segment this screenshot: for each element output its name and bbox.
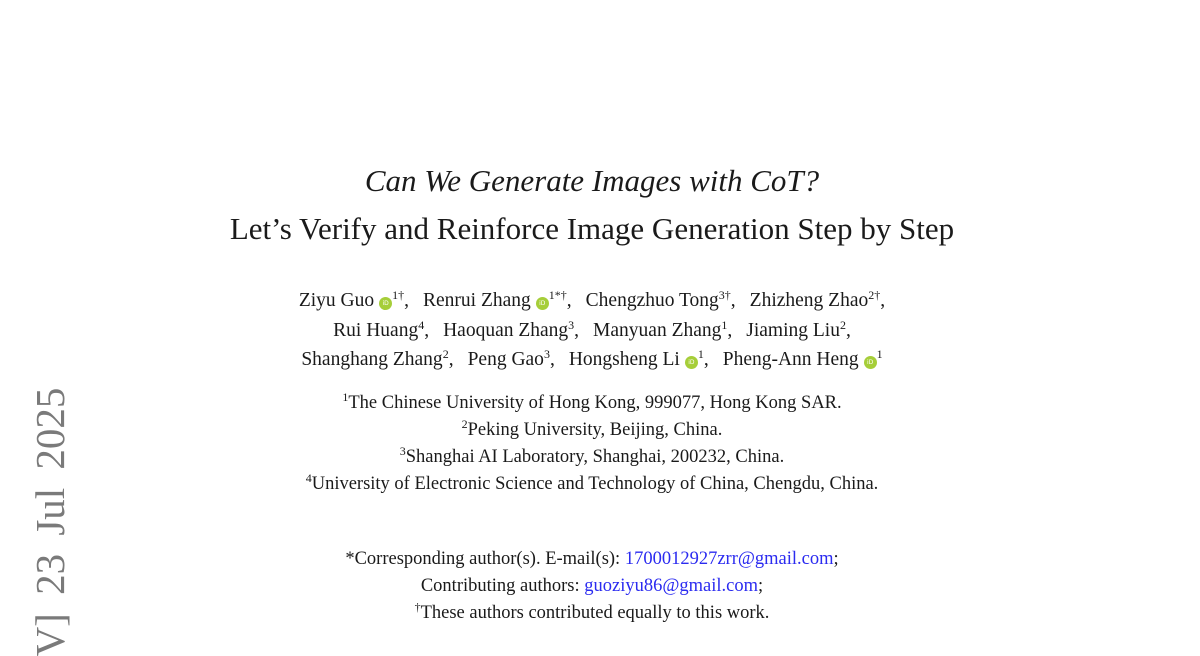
affiliation-marker: 1 (342, 390, 349, 404)
author-name: Hongsheng Li (568, 349, 680, 370)
author: Zhizheng Zhao2†, (749, 288, 886, 311)
author-name: Haoquan Zhang (443, 320, 569, 341)
affiliation-marker: 1 (876, 347, 883, 361)
affiliation-marker: 1 (697, 347, 704, 361)
note-text: These authors contributed equally to thi… (420, 603, 770, 623)
author-name: Renrui Zhang (423, 290, 531, 311)
affiliation-marker: 3 (543, 347, 550, 361)
dagger-marker: † (414, 600, 421, 614)
paper-subtitle: Let’s Verify and Reinforce Image Generat… (229, 211, 955, 246)
author-name: Shanghang Zhang (301, 349, 443, 370)
author: Rui Huang4, (333, 318, 430, 341)
affiliation-marker: 2† (868, 288, 881, 302)
author: Chengzhuo Tong3†, (585, 288, 736, 311)
note-punct: ; (833, 549, 839, 569)
note-text: Contributing authors: (420, 576, 585, 596)
author-name: Ziyu Guo (298, 290, 375, 311)
affiliation-marker: 4 (305, 471, 312, 485)
affiliation-marker: 3 (399, 444, 406, 458)
corresponding-email-link[interactable]: 1700012927zrr@gmail.com (624, 549, 834, 569)
author: Manyuan Zhang1, (593, 318, 733, 341)
affiliation-marker: 1† (392, 288, 405, 302)
author: Shanghang Zhang2, (301, 347, 454, 370)
author-name: Peng Gao (467, 349, 544, 370)
affiliation-text: Shanghai AI Laboratory, Shanghai, 200232… (405, 447, 785, 467)
orcid-icon[interactable]: iD (863, 356, 877, 369)
author: Peng Gao3, (467, 347, 555, 370)
equal-contribution-note: †These authors contributed equally to th… (0, 600, 1184, 624)
author-name: Zhizheng Zhao (749, 290, 869, 311)
affiliation-text: University of Electronic Science and Tec… (311, 474, 879, 494)
affiliation-text: The Chinese University of Hong Kong, 999… (348, 393, 842, 413)
affiliation-2: 2Peking University, Beijing, China. (0, 417, 1184, 441)
author: Renrui Zhang iD1*†, (423, 288, 572, 311)
author-name: Chengzhuo Tong (585, 290, 719, 311)
author-line-1: Ziyu Guo iD1†, Renrui Zhang iD1*†, Chengzhuo… (0, 288, 1184, 312)
affiliation-1: 1The Chinese University of Hong Kong, 99… (0, 390, 1184, 414)
affiliation-marker: 1 (721, 318, 728, 332)
author-line-2: Rui Huang4, Haoquan Zhang3, Manyuan Zhang1… (0, 318, 1184, 342)
affiliation-3: 3Shanghai AI Laboratory, Shanghai, 20023… (0, 444, 1184, 468)
author-line-3: Shanghang Zhang2, Peng Gao3, Hongsheng Li i… (0, 347, 1184, 371)
author: Haoquan Zhang3, (443, 318, 580, 341)
corresponding-author-note: *Corresponding author(s). E-mail(s): 170… (0, 549, 1184, 570)
affiliation-marker: 4 (418, 318, 425, 332)
author: Jiaming Liu2, (746, 318, 851, 341)
author: Hongsheng Li iD1, (568, 347, 709, 370)
contributing-authors-note: Contributing authors: guoziyu86@gmail.co… (0, 576, 1184, 597)
author: Ziyu Guo iD1†, (298, 288, 410, 311)
orcid-icon[interactable]: iD (684, 356, 698, 369)
note-punct: ; (758, 576, 764, 596)
contributing-email-link[interactable]: guoziyu86@gmail.com (584, 576, 759, 596)
author-name: Pheng-Ann Heng (722, 349, 859, 370)
orcid-icon[interactable]: iD (379, 297, 393, 310)
author-name: Rui Huang (333, 320, 419, 341)
affiliation-text: Peking University, Beijing, China. (467, 420, 723, 440)
affiliation-4: 4University of Electronic Science and Te… (0, 471, 1184, 495)
affiliation-marker: 2 (461, 417, 468, 431)
affiliation-marker: 2 (442, 347, 449, 361)
affiliation-marker: 3† (718, 288, 731, 302)
author-name: Jiaming Liu (746, 320, 840, 341)
affiliation-marker: 1*† (548, 288, 567, 302)
paper-title: Can We Generate Images with CoT? (364, 163, 820, 198)
author-name: Manyuan Zhang (593, 320, 722, 341)
affiliation-marker: 3 (568, 318, 575, 332)
orcid-icon[interactable]: iD (535, 297, 549, 310)
author: Pheng-Ann Heng iD1 (722, 347, 883, 370)
affiliation-marker: 2 (839, 318, 846, 332)
note-text: *Corresponding author(s). E-mail(s): (345, 549, 625, 569)
